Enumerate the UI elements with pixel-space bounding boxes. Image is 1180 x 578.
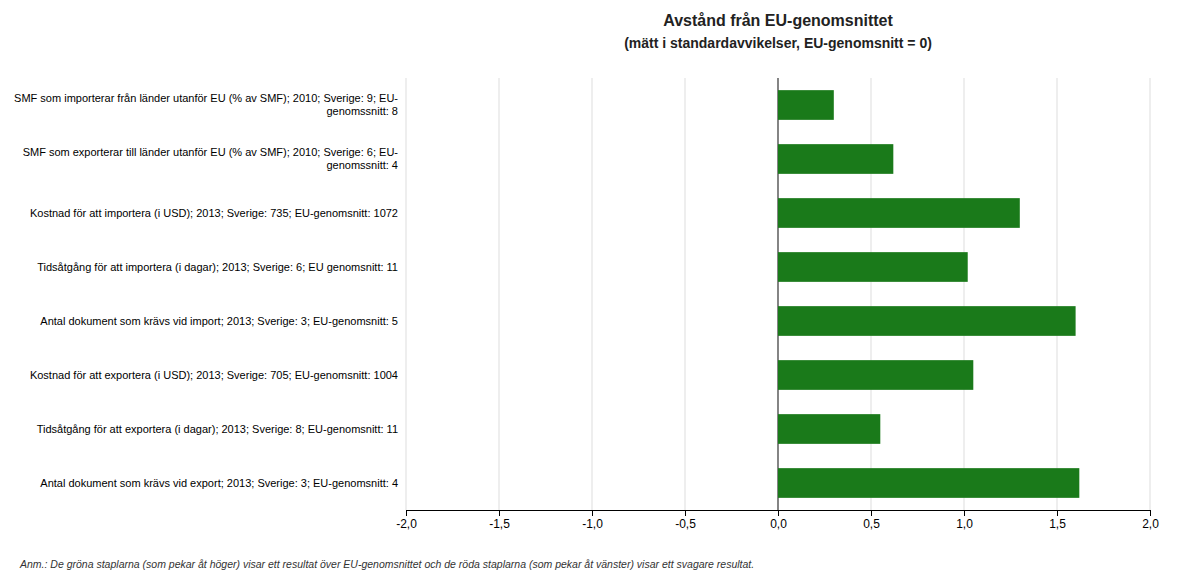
tick-label: 1,0 (956, 517, 973, 531)
tick: 0,5 (863, 510, 880, 531)
tick: -0,5 (675, 510, 696, 531)
tick-label: -2,0 (396, 517, 417, 531)
grid-line (1057, 78, 1058, 510)
grid-line (685, 78, 686, 510)
grid-line (1150, 78, 1151, 510)
bar (778, 414, 880, 444)
tick-label: Antal dokument som krävs vid export; 201… (40, 477, 398, 489)
tick-label: Tidsåtgång för att exportera (i dagar); … (37, 423, 398, 435)
bar (778, 144, 893, 174)
grid-line (777, 78, 778, 510)
tick: SMF som importerar från länder utanför E… (14, 92, 398, 117)
tick-mark (592, 510, 593, 516)
tick: -2,0 (396, 510, 417, 531)
tick-mark (1057, 510, 1058, 516)
tick-label: Antal dokument som krävs vid import; 201… (40, 315, 398, 327)
bar (778, 468, 1079, 498)
tick: -1,5 (489, 510, 510, 531)
y-axis: SMF som importerar från länder utanför E… (14, 92, 398, 488)
tick-mark (871, 510, 872, 516)
tick: Kostnad för att exportera (i USD); 2013;… (30, 369, 398, 381)
tick-mark (685, 510, 686, 516)
tick: 1,5 (1049, 510, 1066, 531)
title: Avstånd från EU-genomsnittet (663, 12, 893, 29)
subtitle: (mätt i standardavvikelser, EU-genomsnit… (624, 35, 932, 51)
tick-mark (406, 510, 407, 516)
tick: Tidsåtgång för att importera (i dagar); … (37, 261, 398, 273)
tick-mark (499, 510, 500, 516)
tick: 1,0 (956, 510, 973, 531)
tick-label: 1,5 (1049, 517, 1066, 531)
tick-label: -1,5 (489, 517, 510, 531)
bar (778, 360, 973, 390)
tick-label: SMF som importerar från länder utanför E… (14, 92, 398, 117)
tick: Antal dokument som krävs vid export; 201… (40, 477, 398, 489)
axis-line (407, 511, 1151, 517)
grid-line (871, 78, 872, 510)
bar (778, 90, 834, 120)
tick: 0,0 (770, 510, 787, 531)
chart: -2,0 -1,5 -1,0 -0,5 0,0 0,5 1,0 1,5 2,0 SMF som i… (0, 0, 1180, 578)
grid-line (592, 78, 593, 510)
bar (778, 198, 1020, 228)
tick-label: Kostnad för att exportera (i USD); 2013;… (30, 369, 398, 381)
tick-mark (1150, 510, 1151, 516)
tick-label: -1,0 (582, 517, 603, 531)
tick-label: 0,5 (863, 517, 880, 531)
plot: -2,0 -1,5 -1,0 -0,5 0,0 0,5 1,0 1,5 2,0 SMF som i… (14, 78, 1159, 531)
tick-label: 0,0 (770, 517, 787, 531)
tick: Kostnad för att importera (i USD); 2013;… (30, 207, 398, 219)
tick-label: 2,0 (1142, 517, 1159, 531)
tick-label: Tidsåtgång för att importera (i dagar); … (37, 261, 398, 273)
bar (778, 252, 968, 282)
tick: Antal dokument som krävs vid import; 201… (40, 315, 398, 327)
tick: Tidsåtgång för att exportera (i dagar); … (37, 423, 398, 435)
grid-line (499, 78, 500, 510)
grid (406, 78, 1150, 510)
tick-label: Kostnad för att importera (i USD); 2013;… (30, 207, 398, 219)
tick-mark (964, 510, 965, 516)
tick: 2,0 (1142, 510, 1159, 531)
x-axis: -2,0 -1,5 -1,0 -0,5 0,0 0,5 1,0 1,5 2,0 (396, 510, 1159, 531)
tick: -1,0 (582, 510, 603, 531)
bar (778, 306, 1076, 336)
footnote: Anm.: De gröna staplarna (som pekar åt h… (19, 558, 754, 570)
grid-line (964, 78, 965, 510)
tick: SMF som exporterar till länder utanför E… (23, 146, 399, 171)
tick-mark (778, 510, 779, 516)
grid-line (406, 78, 407, 510)
bars (778, 90, 1079, 498)
tick-label: SMF som exporterar till länder utanför E… (23, 146, 399, 171)
tick-label: -0,5 (675, 517, 696, 531)
